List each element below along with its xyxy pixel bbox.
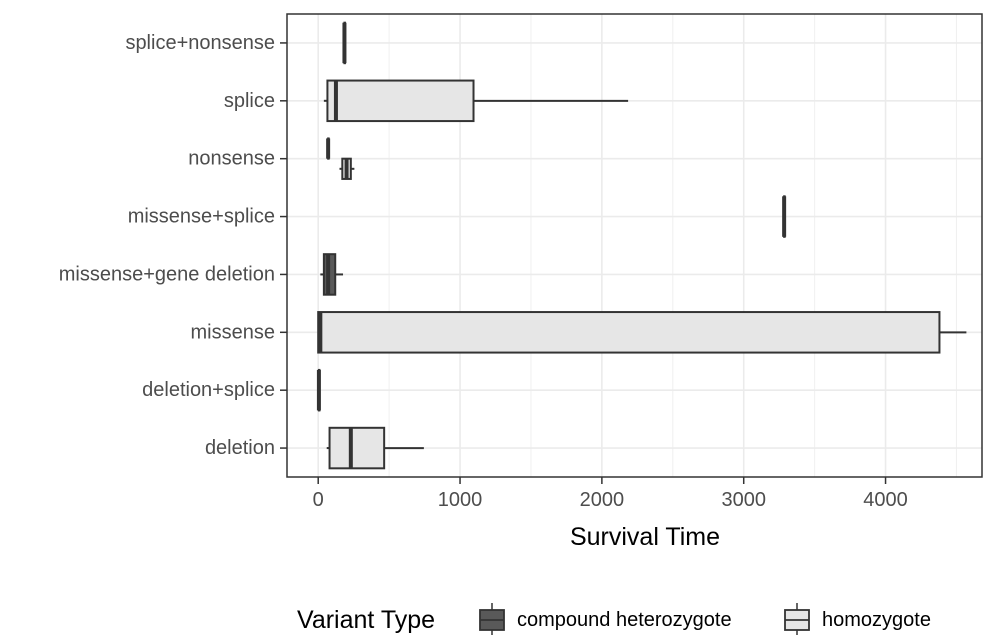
x-tick-label: 3000	[721, 489, 766, 511]
box-body	[326, 79, 475, 123]
x-axis-title: Survival Time	[570, 523, 720, 551]
legend-label: compound heterozygote	[517, 609, 732, 631]
x-axis: 0 1000 2000 3000 4000	[313, 477, 908, 511]
x-tick-label: 0	[313, 489, 324, 511]
y-tick-label: splice+nonsense	[125, 32, 275, 54]
box-homozygote	[317, 311, 967, 354]
y-tick-label: nonsense	[188, 148, 275, 170]
box-body	[317, 311, 941, 354]
legend-item: compound heterozygote	[479, 603, 732, 635]
box-homozygote	[326, 426, 424, 470]
legend-label: homozygote	[822, 609, 931, 631]
y-tick-label: missense+splice	[128, 206, 275, 228]
y-tick-label: deletion	[205, 437, 275, 459]
box-body	[328, 426, 386, 470]
box-compound-heterozygote	[320, 253, 344, 296]
y-tick-label: deletion+splice	[142, 379, 275, 401]
box-compound-heterozygote	[782, 195, 787, 238]
legend-items: compound heterozygote homozygote	[479, 603, 931, 635]
box-homozygote	[339, 157, 355, 180]
x-tick-label: 1000	[438, 489, 483, 511]
box-homozygote	[323, 79, 629, 123]
x-tick-label: 2000	[580, 489, 625, 511]
legend: Variant Type compound heterozygote homozy…	[297, 603, 931, 635]
y-tick-label: missense+gene deletion	[59, 263, 275, 285]
y-tick-label: missense	[191, 321, 275, 343]
legend-title: Variant Type	[297, 606, 435, 634]
legend-item: homozygote	[784, 603, 931, 635]
box-compound-heterozygote	[342, 21, 347, 65]
y-tick-label: splice	[224, 90, 275, 112]
boxes	[316, 21, 967, 470]
y-axis: deletion deletion+splice missense missense+…	[59, 32, 287, 459]
panel-border	[286, 13, 983, 478]
box-compound-heterozygote	[316, 368, 321, 412]
box-compound-heterozygote	[326, 137, 331, 160]
x-tick-label: 4000	[863, 489, 908, 511]
